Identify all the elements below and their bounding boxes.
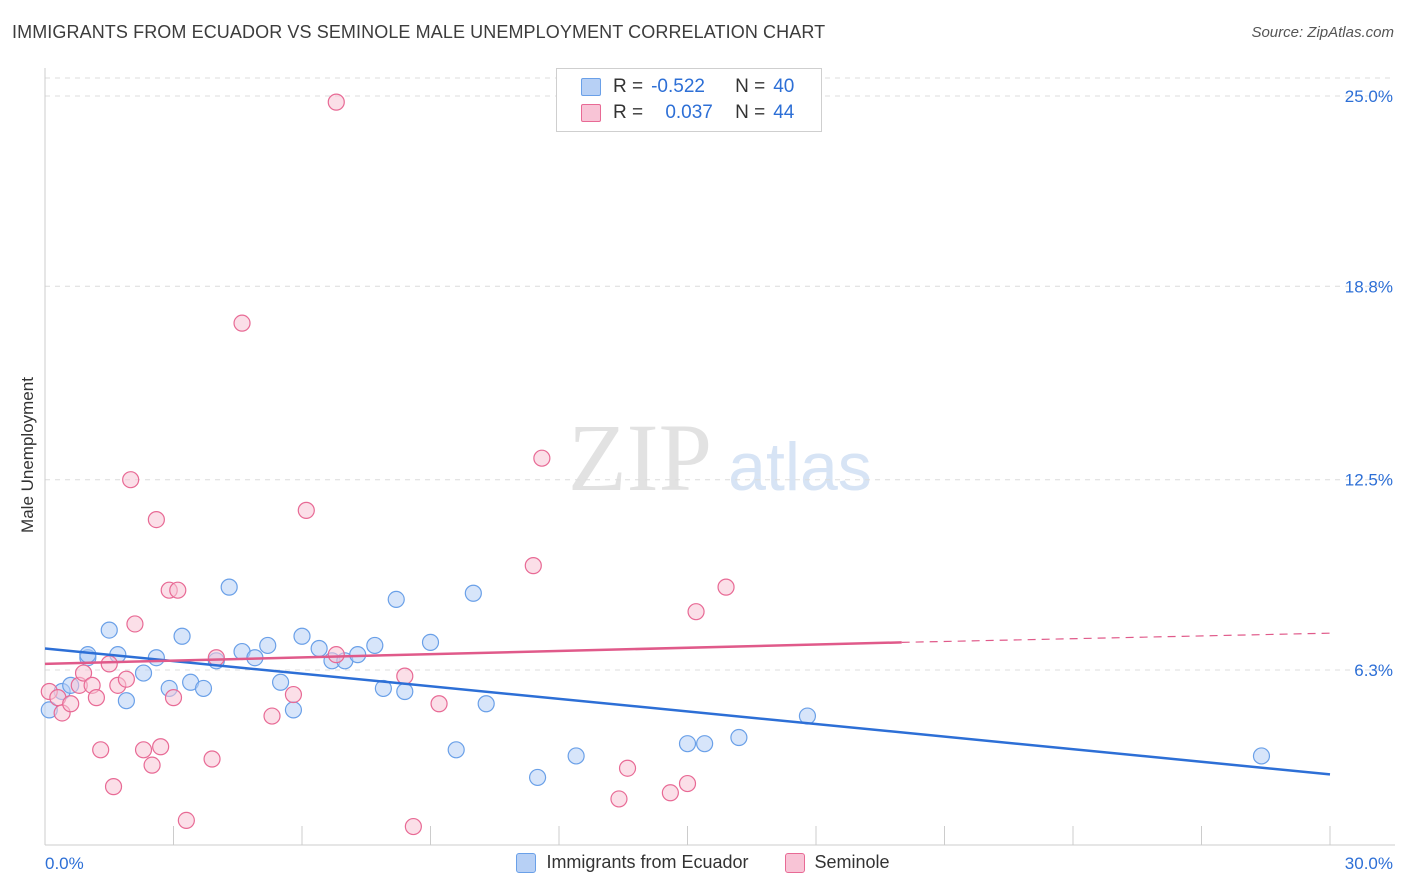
seminole-point [233, 314, 251, 332]
ecuador-point [396, 682, 414, 701]
ecuador-point [447, 741, 465, 759]
ecuador-point [259, 636, 277, 655]
ecuador-point [117, 692, 135, 710]
ecuador-point [567, 747, 585, 765]
seminole-point [284, 685, 303, 704]
watermark-atlas: atlas [728, 429, 872, 505]
seminole-point [618, 759, 637, 777]
seminole-point [92, 741, 110, 759]
seminole-point [203, 750, 221, 768]
seminole-point [104, 778, 123, 796]
seminole-point [164, 689, 183, 707]
seminole-point [126, 615, 144, 633]
ecuador-point [477, 695, 495, 713]
n-value: 44 [773, 102, 795, 123]
seminole-point [430, 695, 448, 713]
x-tick-label: 0.0% [45, 854, 84, 873]
seminole-point [533, 449, 551, 467]
legend-label-seminole: Seminole [814, 852, 890, 872]
n-label: N = [735, 102, 766, 123]
stats-legend-row-seminole: R = 0.037 N = 44 [581, 102, 794, 124]
seminole-trendline-extension [901, 632, 1331, 643]
n-value: 40 [773, 76, 795, 97]
seminole-point [717, 578, 735, 596]
ecuador-point [1252, 747, 1271, 765]
ecuador-point [387, 590, 405, 609]
ecuador-point [100, 621, 118, 639]
seminole-point [524, 557, 542, 575]
r-label: R = [613, 102, 644, 123]
y-tick-label: 12.5% [1345, 471, 1393, 490]
source-label: Source: ZipAtlas.com [1251, 24, 1394, 41]
seminole-point [62, 695, 80, 713]
seminole-point [143, 756, 161, 774]
ecuador-point [464, 584, 482, 602]
ecuador-trendline [44, 647, 1331, 776]
seminole-point [207, 649, 225, 667]
ecuador-point [293, 627, 311, 645]
ecuador-point [134, 664, 153, 682]
seminole-point [100, 655, 118, 673]
y-tick-label: 18.8% [1345, 277, 1393, 296]
seminole-point [147, 510, 165, 529]
seminole-point [74, 664, 93, 682]
seminole-point [134, 741, 153, 759]
seminole-point [678, 774, 697, 793]
seminole-point [327, 646, 345, 664]
legend-label-ecuador: Immigrants from Ecuador [546, 852, 749, 872]
legend-item-ecuador[interactable]: Immigrants from Ecuador [516, 852, 749, 873]
ecuador-point [678, 735, 697, 753]
ecuador-point [310, 639, 328, 658]
y-tick-label: 6.3% [1354, 661, 1393, 680]
seminole-point [177, 811, 195, 830]
seminole-point [117, 670, 135, 688]
seminole-point [661, 784, 679, 802]
seminole-point [122, 471, 140, 489]
ecuador-point [194, 679, 213, 698]
seminole-point [152, 738, 170, 756]
stats-legend: R = -0.522 N = 40 R = 0.037 N = 44 [556, 68, 822, 132]
ecuador-point [173, 627, 191, 645]
seminole-trendline [44, 641, 902, 666]
ecuador-point [271, 673, 290, 691]
r-label: R = [613, 76, 644, 97]
seminole-legend-swatch [784, 852, 805, 873]
r-value: 0.037 [665, 102, 713, 123]
bottom-legend: Immigrants from Ecuador Seminole [0, 852, 1406, 873]
seminole-point [297, 501, 315, 519]
ecuador-point [284, 701, 303, 719]
ecuador-legend-swatch [516, 852, 537, 873]
ecuador-point [730, 728, 748, 747]
seminole-point [687, 603, 705, 621]
ecuador-point [366, 636, 384, 655]
ecuador-point [528, 768, 547, 787]
x-tick-label: 30.0% [1345, 854, 1393, 873]
seminole-point [87, 689, 106, 707]
seminole-swatch [581, 104, 601, 122]
n-label: N = [735, 76, 766, 97]
ecuador-point [79, 646, 97, 664]
ecuador-point [421, 633, 440, 651]
seminole-point [396, 667, 414, 685]
seminole-point [404, 817, 422, 836]
seminole-point [169, 581, 187, 599]
legend-item-seminole[interactable]: Seminole [784, 852, 890, 873]
y-tick-label: 25.0% [1345, 87, 1393, 106]
seminole-point [610, 790, 628, 808]
stats-legend-row-ecuador: R = -0.522 N = 40 [581, 76, 794, 98]
seminole-point [327, 93, 345, 111]
ecuador-point [696, 735, 714, 753]
ecuador-point [220, 578, 238, 596]
ecuador-swatch [581, 78, 601, 96]
watermark-zip: ZIP [568, 404, 712, 511]
r-value: -0.522 [651, 76, 705, 97]
chart-title: IMMIGRANTS FROM ECUADOR VS SEMINOLE MALE… [12, 22, 826, 42]
seminole-point [263, 707, 281, 725]
